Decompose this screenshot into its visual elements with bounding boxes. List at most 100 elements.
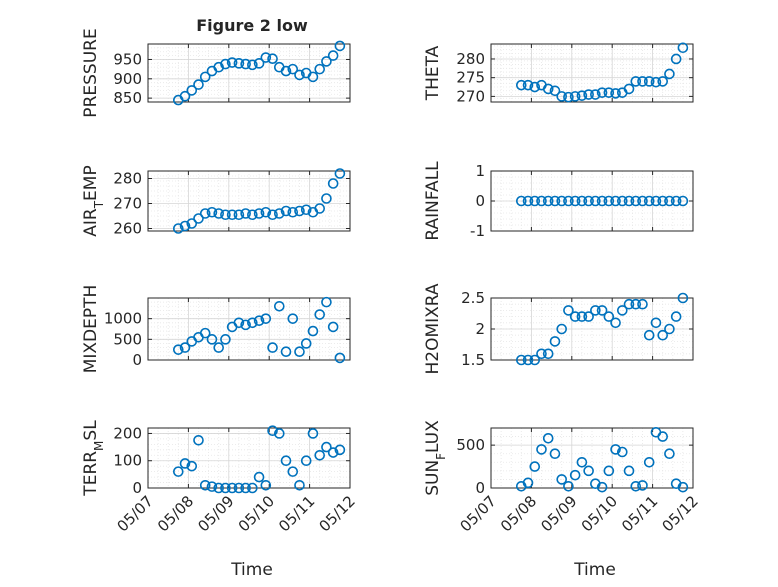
- data-point: [657, 76, 669, 87]
- svg-text:THETA: THETA: [423, 45, 443, 101]
- data-point: [179, 458, 191, 469]
- svg-text:H2OMIXRA: H2OMIXRA: [423, 283, 443, 374]
- data-point: [179, 342, 191, 353]
- data-point: [280, 455, 292, 467]
- data-point: [321, 56, 332, 67]
- data-point: [267, 342, 278, 353]
- data-point: [630, 76, 642, 87]
- data-point: [199, 479, 211, 491]
- data-point: [549, 336, 561, 347]
- data-point: [199, 71, 211, 83]
- data-point: [596, 195, 608, 207]
- data-point: [240, 482, 251, 494]
- data-point: [233, 209, 245, 221]
- data-point: [522, 79, 534, 91]
- data-point: [287, 206, 299, 218]
- y-tick-label: -1: [470, 222, 485, 240]
- y-tick-label: 280: [113, 170, 142, 188]
- data-point: [583, 311, 594, 322]
- svg-text:AIRTEMP: AIRTEMP: [81, 165, 106, 236]
- ylabel-7: SUNFLUX: [423, 420, 448, 496]
- y-tick-label: 2.5: [461, 289, 485, 307]
- data-point: [186, 218, 198, 229]
- y-tick-label: 1000: [104, 310, 142, 328]
- data-point: [576, 90, 588, 101]
- axes-box: [147, 43, 351, 103]
- data-point: [529, 354, 541, 366]
- data-point: [267, 209, 278, 221]
- data-point: [556, 474, 568, 485]
- data-point: [603, 311, 615, 322]
- data-point: [247, 59, 258, 71]
- data-point: [173, 344, 184, 355]
- data-point: [556, 323, 568, 335]
- data-point: [206, 206, 218, 218]
- x-tick-label: 05/09: [537, 492, 580, 535]
- data-point: [590, 305, 601, 316]
- data-point: [314, 309, 326, 320]
- y-tick-label: 0: [475, 192, 485, 210]
- data-point: [193, 79, 204, 90]
- data-point: [664, 448, 675, 460]
- data-point: [563, 480, 574, 492]
- x-tick-label: 05/11: [618, 492, 661, 535]
- x-tick-label: 05/08: [154, 492, 197, 535]
- data-point: [536, 348, 547, 360]
- data-point: [623, 465, 635, 477]
- data-point: [334, 168, 346, 179]
- ylabel-6: TERRMSL: [81, 420, 106, 497]
- data-point: [321, 193, 332, 204]
- data-point: [536, 195, 547, 207]
- y-tick-label: 0: [132, 479, 142, 497]
- data-point: [300, 204, 312, 216]
- data-point: [307, 428, 319, 439]
- axes-box: [147, 297, 351, 361]
- y-tick-label: 200: [113, 424, 142, 442]
- axes-h2omixra: 1.5 2 2.5: [461, 289, 694, 369]
- data-point: [623, 195, 635, 207]
- data-point: [522, 195, 534, 207]
- data-point: [193, 213, 204, 224]
- data-point: [522, 354, 534, 366]
- data-point: [287, 63, 299, 75]
- data-point: [314, 449, 326, 461]
- data-point: [334, 352, 346, 364]
- data-point: [280, 65, 292, 77]
- data-point: [542, 83, 554, 95]
- data-point: [657, 431, 669, 442]
- data-point: [240, 58, 251, 70]
- axes-air-temp: 260 270 280: [113, 168, 351, 238]
- data-point: [287, 466, 299, 477]
- data-point: [643, 456, 655, 468]
- data-point: [677, 195, 689, 207]
- data-point: [213, 208, 224, 219]
- data-point: [569, 469, 581, 481]
- xlabel-left: Time: [230, 560, 273, 580]
- data-point: [590, 89, 601, 100]
- data-point: [623, 83, 635, 95]
- data-point: [300, 455, 312, 467]
- data-point: [603, 465, 615, 477]
- x-tick-label: 05/09: [194, 492, 237, 535]
- data-point: [179, 220, 191, 232]
- data-point: [583, 195, 594, 207]
- data-point: [542, 432, 554, 444]
- ylabel-4: MIXDEPTH: [81, 285, 101, 374]
- data-point: [173, 223, 184, 234]
- data-point: [226, 209, 238, 221]
- data-point: [273, 300, 285, 312]
- data-point: [267, 425, 278, 437]
- data-point: [664, 323, 675, 335]
- data-point: [253, 471, 265, 483]
- x-tick-label: 05/10: [235, 492, 278, 535]
- axes-rainfall: -1 0 1: [470, 162, 694, 240]
- data-point: [199, 327, 211, 339]
- data-point: [186, 85, 198, 96]
- data-point: [563, 195, 574, 207]
- data-point: [549, 448, 561, 460]
- data-point: [327, 321, 339, 333]
- data-point: [233, 482, 245, 494]
- y-tick-label: 0: [132, 351, 142, 369]
